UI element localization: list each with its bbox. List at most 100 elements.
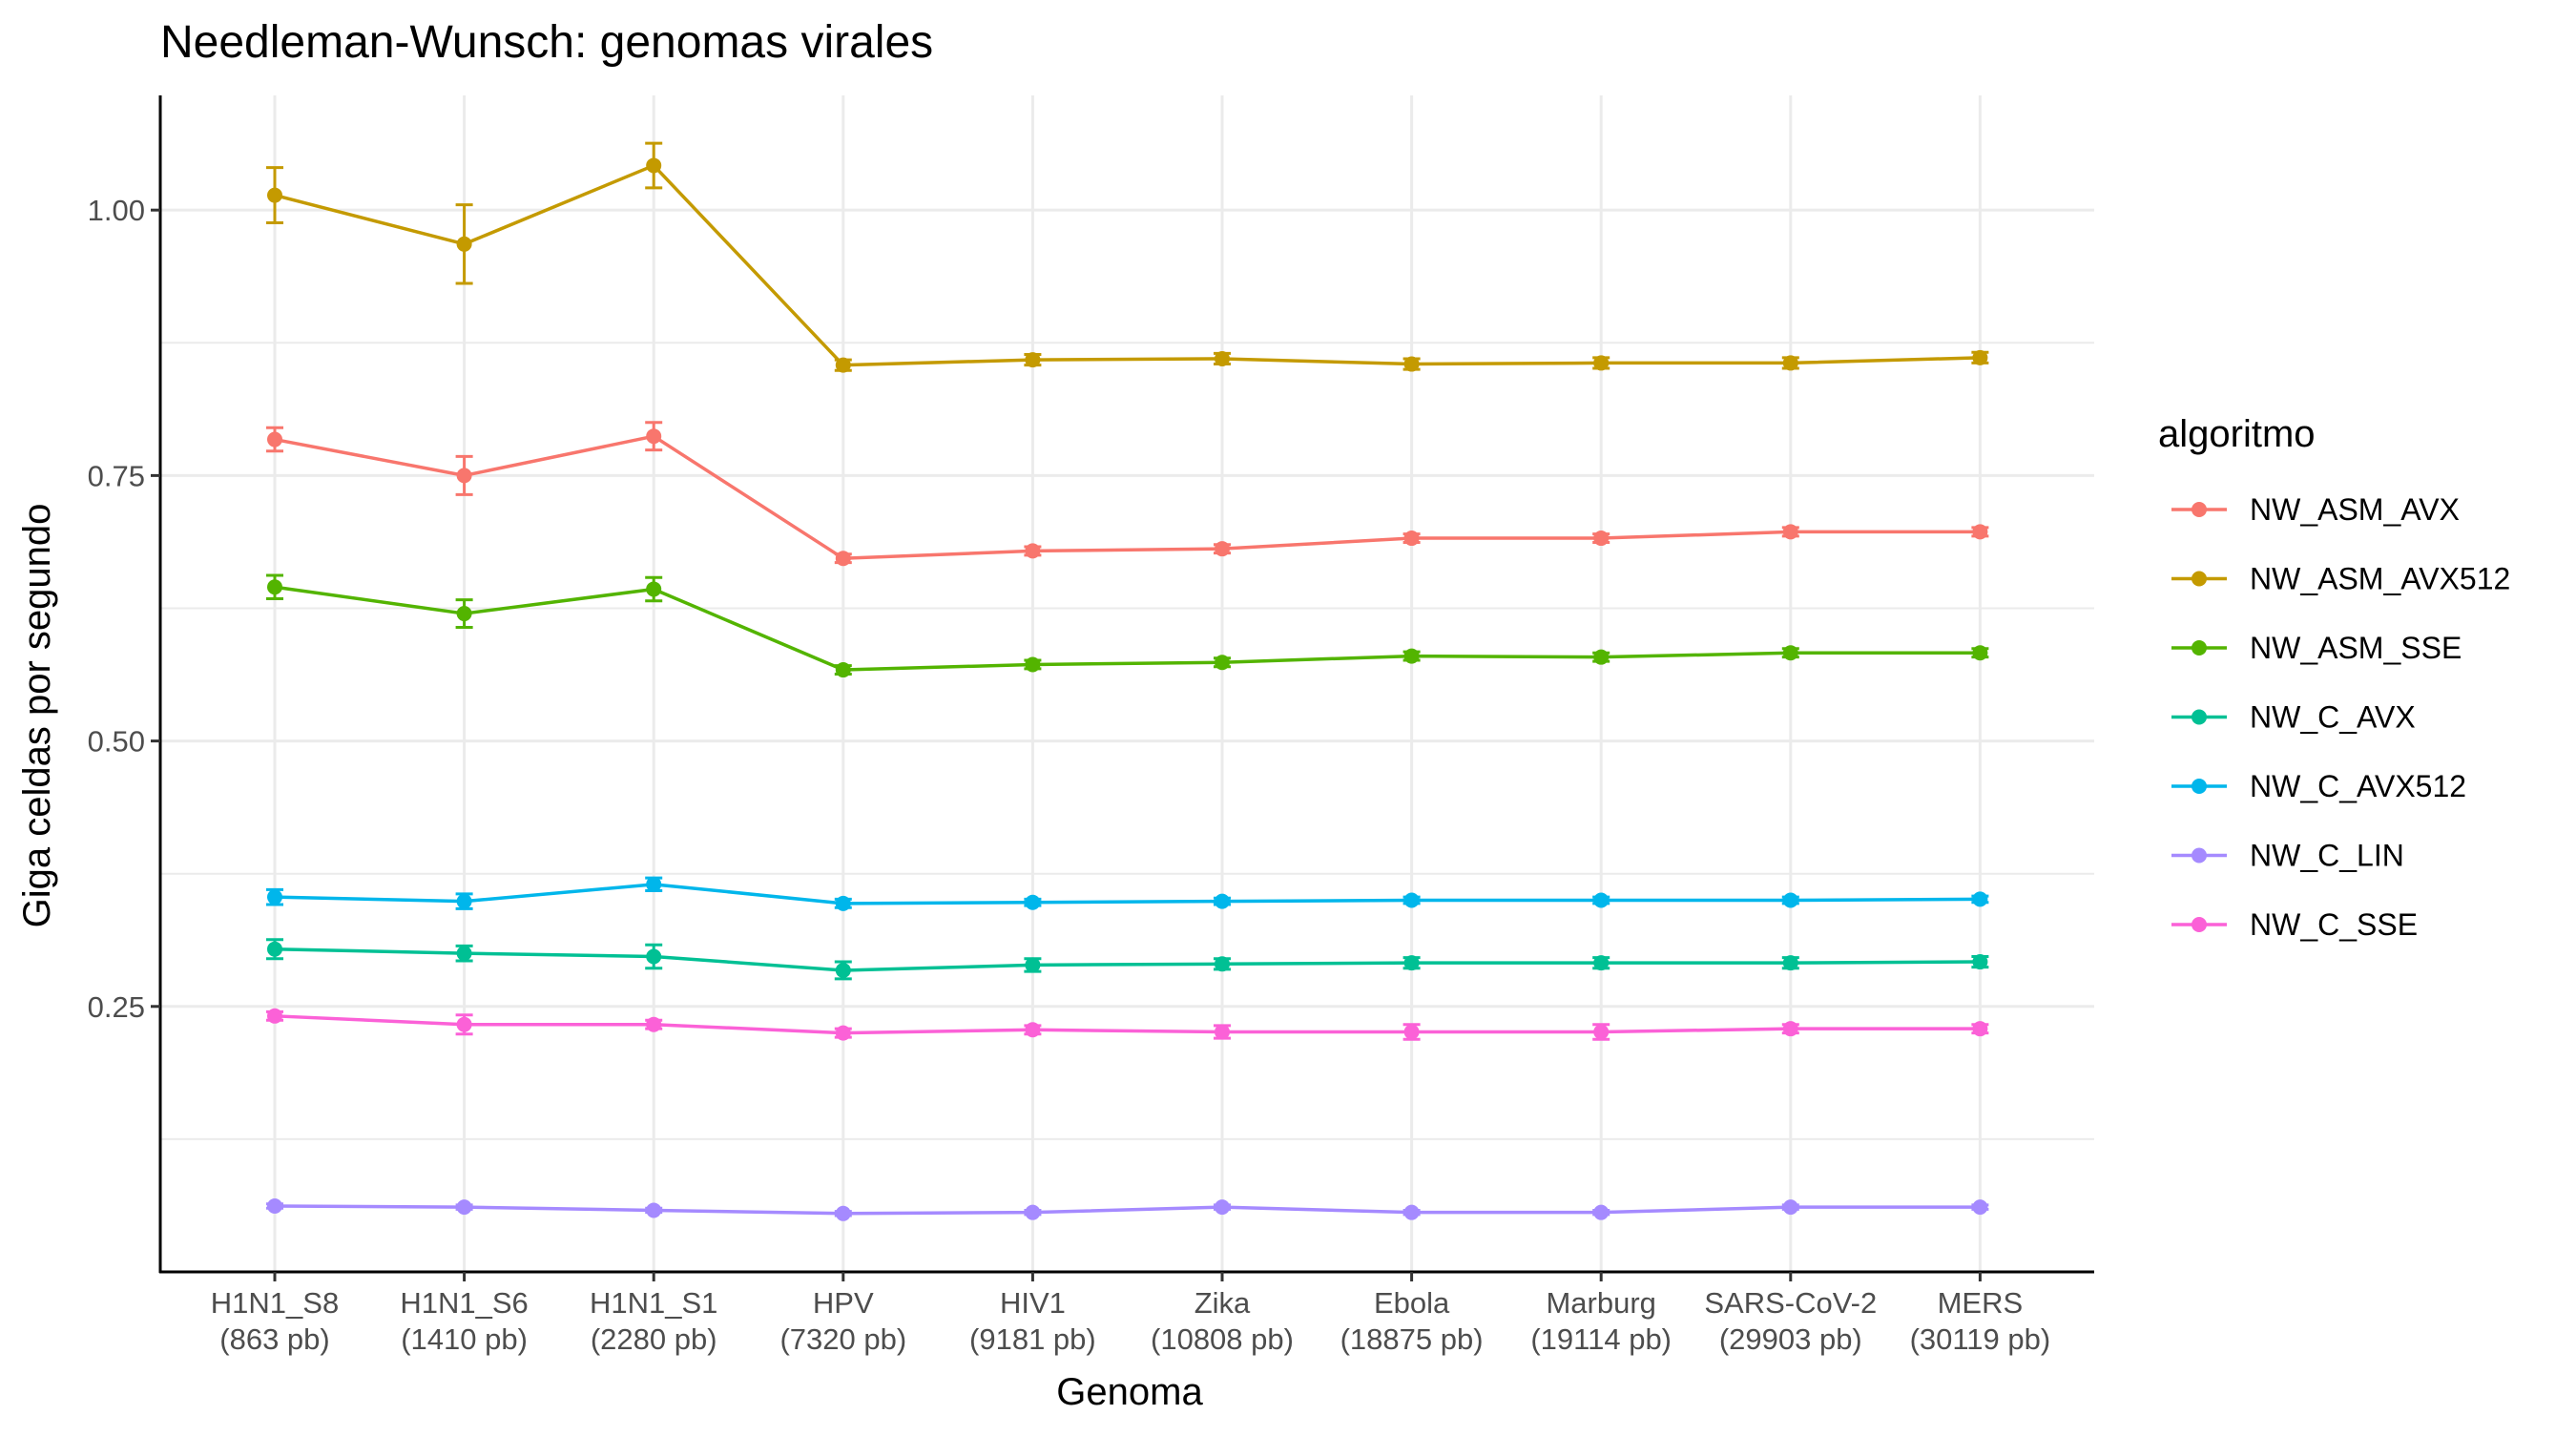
data-point — [1215, 1199, 1230, 1216]
legend-label: NW_C_AVX — [2250, 700, 2416, 735]
data-point — [1593, 649, 1610, 665]
series-nw-c-avx — [266, 938, 1989, 981]
data-point — [835, 551, 851, 567]
data-point — [835, 895, 851, 911]
y-axis-title: Giga celdas por segundo — [16, 504, 58, 928]
data-point — [1215, 655, 1230, 671]
data-point — [267, 889, 282, 905]
data-point — [1403, 648, 1420, 664]
data-point — [1403, 1204, 1420, 1220]
legend-key-point — [2192, 917, 2207, 932]
data-point — [1593, 1024, 1610, 1040]
data-point — [646, 428, 662, 445]
data-point — [1593, 355, 1610, 371]
data-point — [1215, 893, 1230, 909]
data-point — [267, 1198, 282, 1215]
x-tick-label: HPV — [813, 1286, 874, 1320]
data-point — [1593, 892, 1610, 908]
x-tick-label: H1N1_S1 — [590, 1286, 717, 1320]
series-line — [274, 1014, 1981, 1035]
data-point — [646, 1016, 662, 1032]
data-point — [267, 1008, 282, 1024]
data-point — [835, 962, 851, 978]
series-line — [274, 434, 1981, 560]
data-point — [1403, 955, 1420, 971]
data-point — [1972, 954, 1988, 970]
x-tick-sublabel: (9181 pb) — [969, 1322, 1096, 1356]
legend-item-nw-c-avx: NW_C_AVX — [2171, 700, 2416, 735]
data-point — [646, 581, 662, 597]
legend-key-point — [2192, 571, 2207, 587]
data-point — [1025, 957, 1041, 973]
data-point — [646, 1202, 662, 1218]
series-line — [274, 163, 1981, 367]
legend-label: NW_ASM_SSE — [2250, 631, 2462, 665]
legend-item-nw-asm-sse: NW_ASM_SSE — [2171, 631, 2462, 665]
x-tick-sublabel: (10808 pb) — [1151, 1322, 1294, 1356]
data-point — [646, 157, 662, 174]
data-point — [1025, 543, 1041, 559]
data-point — [1972, 524, 1988, 540]
data-point — [1782, 645, 1798, 661]
data-point — [835, 1025, 851, 1041]
x-tick-label: H1N1_S6 — [400, 1286, 528, 1320]
legend-key-point — [2192, 502, 2207, 517]
data-point — [835, 662, 851, 678]
x-tick-sublabel: (30119 pb) — [1910, 1322, 2051, 1356]
data-point — [1593, 1204, 1610, 1220]
x-tick-label: MERS — [1938, 1286, 2024, 1320]
legend: algoritmo NW_ASM_AVXNW_ASM_AVX512NW_ASM_… — [2158, 413, 2510, 942]
data-point — [1782, 955, 1798, 971]
data-point — [1972, 891, 1988, 907]
x-tick-label: Marburg — [1546, 1286, 1655, 1320]
legend-title: algoritmo — [2158, 413, 2316, 455]
data-point — [835, 357, 851, 373]
legend-item-nw-asm-avx512: NW_ASM_AVX512 — [2171, 562, 2510, 596]
data-point — [1025, 1022, 1041, 1038]
legend-label: NW_ASM_AVX512 — [2250, 562, 2510, 596]
x-tick-sublabel: (18875 pb) — [1340, 1322, 1484, 1356]
series-nw-c-lin — [266, 1198, 1989, 1221]
data-point — [456, 1199, 472, 1216]
data-point — [1025, 1204, 1041, 1220]
series-line — [274, 883, 1981, 905]
series-nw-c-sse — [266, 1008, 1989, 1041]
x-axis-title: Genoma — [1056, 1371, 1203, 1413]
data-point — [1025, 894, 1041, 910]
data-point — [267, 941, 282, 957]
data-point — [1403, 892, 1420, 908]
chart-title: Needleman-Wunsch: genomas virales — [160, 17, 933, 68]
data-point — [1782, 1199, 1798, 1216]
legend-key-point — [2192, 640, 2207, 656]
y-tick-label: 0.25 — [88, 990, 145, 1024]
series-line — [274, 1204, 1981, 1216]
x-tick-label: SARS-CoV-2 — [1704, 1286, 1877, 1320]
data-point — [456, 606, 472, 622]
data-point — [1025, 656, 1041, 673]
data-point — [1215, 541, 1230, 557]
series-nw-asm-avx512 — [266, 141, 1989, 373]
legend-key-point — [2192, 779, 2207, 794]
legend-item-nw-c-avx512: NW_C_AVX512 — [2171, 769, 2466, 803]
grid — [160, 95, 2094, 1272]
data-point — [1593, 955, 1610, 971]
data-point — [267, 431, 282, 447]
data-point — [267, 579, 282, 595]
legend-key-point — [2192, 709, 2207, 725]
data-point — [1782, 355, 1798, 371]
data-point — [456, 893, 472, 909]
x-tick-label: Ebola — [1374, 1286, 1450, 1320]
data-point — [456, 946, 472, 962]
legend-key-point — [2192, 847, 2207, 864]
data-point — [646, 948, 662, 965]
y-tick-label: 0.50 — [88, 725, 145, 759]
legend-items: NW_ASM_AVX NW_ASM_AVX512 NW_ASM_SSE NW_C_AV… — [2171, 492, 2510, 942]
series-nw-asm-avx — [266, 421, 1989, 567]
x-tick-sublabel: (7320 pb) — [779, 1322, 906, 1356]
series-layer — [266, 141, 1989, 1221]
legend-label: NW_C_SSE — [2250, 907, 2418, 942]
data-point — [456, 468, 472, 484]
